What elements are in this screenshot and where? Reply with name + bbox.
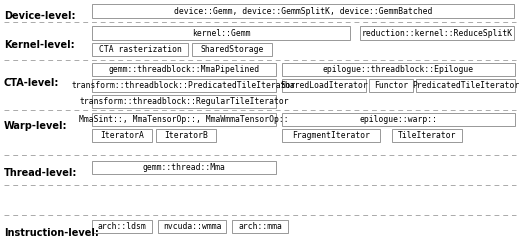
Text: transform::threadblock::PredicatedTileIterator: transform::threadblock::PredicatedTileIt… [72,81,296,90]
Bar [156,129,216,142]
Bar [360,26,514,40]
Bar [92,43,188,56]
Text: transform::threadblock::RegularTileIterator: transform::threadblock::RegularTileItera… [79,97,289,106]
Bar [92,4,514,18]
Text: SharedStorage: SharedStorage [200,45,264,54]
Text: arch::ldsm: arch::ldsm [98,222,146,231]
Bar [92,161,276,174]
Bar [282,129,380,142]
Bar [158,220,226,233]
Bar [92,95,276,108]
Bar [369,79,413,92]
Bar [232,220,288,233]
Bar [282,63,515,76]
Text: nvcuda::wmma: nvcuda::wmma [163,222,221,231]
Bar [282,79,366,92]
Text: arch::mma: arch::mma [238,222,282,231]
Text: PredicatedTileIterator: PredicatedTileIterator [412,81,519,90]
Text: CTA-level:: CTA-level: [4,78,59,88]
Text: Thread-level:: Thread-level: [4,168,77,178]
Text: IteratorB: IteratorB [164,131,208,140]
Text: SharedLoadIterator: SharedLoadIterator [280,81,368,90]
Text: Device-level:: Device-level: [4,11,75,21]
Bar [92,79,276,92]
Bar [282,113,515,126]
Text: IteratorA: IteratorA [100,131,144,140]
Text: TileIterator: TileIterator [398,131,456,140]
Bar [92,63,276,76]
Bar [416,79,515,92]
Bar [92,113,276,126]
Text: gemm::thread::Mma: gemm::thread::Mma [142,163,226,172]
Text: epilogue::warp::: epilogue::warp:: [359,115,437,124]
Text: FragmentIterator: FragmentIterator [292,131,370,140]
Text: Functor: Functor [374,81,408,90]
Text: Warp-level:: Warp-level: [4,121,68,131]
Text: reduction::kernel::ReduceSplitK: reduction::kernel::ReduceSplitK [361,29,513,37]
Bar [92,129,152,142]
Bar [92,26,350,40]
Text: kernel::Gemm: kernel::Gemm [192,29,250,37]
Text: epilogue::threadblock::Epilogue: epilogue::threadblock::Epilogue [323,65,474,74]
Text: Kernel-level:: Kernel-level: [4,40,75,50]
Bar [392,129,462,142]
Bar [192,43,272,56]
Text: device::Gemm, device::GemmSplitK, device::GemmBatched: device::Gemm, device::GemmSplitK, device… [174,6,432,16]
Text: CTA rasterization: CTA rasterization [99,45,181,54]
Bar [92,220,152,233]
Text: MmaSint::, MmaTensorOp::, MmaWmmaTensorOp::: MmaSint::, MmaTensorOp::, MmaWmmaTensorO… [79,115,289,124]
Text: Instruction-level:: Instruction-level: [4,228,99,238]
Text: gemm::threadblock::MmaPipelined: gemm::threadblock::MmaPipelined [109,65,259,74]
